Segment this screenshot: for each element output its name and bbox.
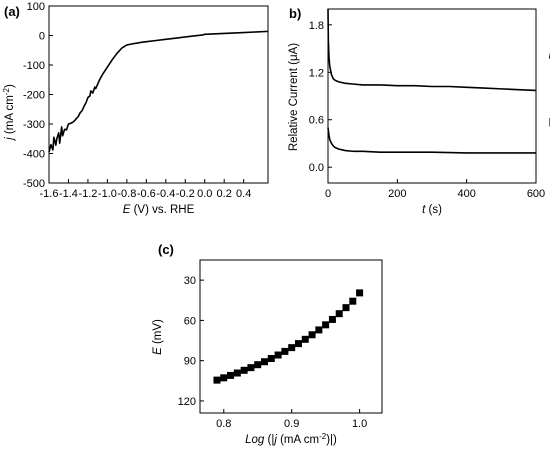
data-point — [267, 355, 275, 363]
x-tick-label: 0.0 — [197, 188, 212, 200]
x-axis-label-part: )|) — [326, 434, 337, 446]
x-axis-label-part: -2 — [319, 432, 327, 441]
y-tick-label: -200 — [23, 90, 45, 102]
x-tick-label: -1.2 — [78, 188, 97, 200]
data-point — [233, 369, 241, 377]
y-axis-label-part: ) — [4, 84, 16, 88]
y-tick-label: 0 — [39, 31, 45, 43]
x-axis-label: t (s) — [422, 204, 442, 216]
data-point — [308, 331, 316, 339]
y-tick-label: 0.0 — [309, 162, 324, 174]
panel-label: (a) — [4, 4, 20, 19]
data-point — [220, 374, 228, 382]
y-tick-label: 60 — [184, 315, 196, 327]
data-point — [349, 297, 357, 305]
x-tick-label: -1.0 — [98, 188, 117, 200]
data-point — [240, 366, 248, 374]
data-point — [342, 304, 350, 312]
x-tick-label: 0.4 — [236, 188, 251, 200]
x-tick-label: -0.6 — [137, 188, 156, 200]
x-axis-label-part: (mA cm — [277, 434, 319, 446]
data-point — [281, 347, 289, 355]
x-tick-label: -1.6 — [40, 188, 59, 200]
data-point — [294, 340, 302, 348]
data-point — [247, 364, 255, 372]
data-point — [288, 344, 296, 352]
series-annotation-part: E — [549, 49, 550, 61]
y-tick-label: 30 — [184, 275, 196, 287]
y-axis-label-part: (mA cm — [4, 95, 16, 137]
y-tick-label: 120 — [178, 396, 196, 408]
x-axis-label: E (V) vs. RHE — [123, 204, 195, 216]
series-annotation-part: E = −0.4 V — [549, 117, 550, 129]
plot-frame — [199, 259, 383, 414]
x-tick-label: -0.4 — [156, 188, 175, 200]
y-tick-label: -500 — [23, 178, 45, 190]
panel-label: b) — [289, 6, 301, 21]
y-axis-label-part: E — [152, 347, 164, 355]
data-point — [322, 321, 330, 329]
series-annotation: E = −0.4 V — [549, 117, 550, 129]
data-point — [261, 358, 269, 366]
panel-label: (c) — [158, 242, 174, 257]
panel-c: (c) 0.8 0.9 1.0 30 60 90 120 Log (|j (mA cm-2)|)… — [152, 242, 383, 447]
x-axis-label-part: Log — [245, 434, 265, 446]
y-axis-label-part: j — [4, 137, 16, 142]
x-tick-label: -1.4 — [59, 188, 78, 200]
x-tick-label: -0.2 — [176, 188, 195, 200]
y-tick-label: 90 — [184, 356, 196, 368]
data-point — [356, 289, 364, 297]
y-tick-label: -100 — [23, 60, 45, 72]
x-tick-label: 0 — [325, 188, 331, 200]
y-tick-label: -300 — [23, 119, 45, 131]
y-axis-label: Relative Current (μA) — [288, 43, 300, 151]
panel-b: b) 0 200 400 600 0.0 0.6 1.2 1.8 t (s) Relative Cu… — [288, 6, 550, 216]
x-tick-label: 0.2 — [217, 188, 232, 200]
y-tick-label: 1.8 — [309, 20, 324, 32]
x-tick-label: 1.0 — [352, 418, 367, 430]
data-point — [301, 335, 309, 343]
y-axis-label-part: (mV) — [152, 319, 164, 347]
x-tick-label: 200 — [388, 188, 406, 200]
y-axis-label: E (mV) — [152, 319, 164, 355]
y-axis-label: j (mA cm-2) — [2, 84, 17, 142]
x-axis-label-part: E — [123, 204, 131, 216]
y-tick-label: -400 — [23, 149, 45, 161]
x-axis-label-part: (s) — [425, 204, 442, 216]
y-tick-label: 0.6 — [309, 115, 324, 127]
series-line — [327, 127, 536, 154]
data-point — [274, 351, 282, 359]
y-axis-label-part: -2 — [2, 87, 11, 95]
data-point — [213, 376, 221, 384]
data-point — [254, 361, 262, 369]
data-point — [315, 326, 323, 334]
data-point — [328, 315, 336, 323]
x-axis-label-part: t — [422, 204, 426, 216]
x-tick-label: 400 — [457, 188, 475, 200]
x-tick-label: -0.8 — [117, 188, 136, 200]
y-tick-label: 1.2 — [309, 67, 324, 79]
series-line — [327, 8, 537, 92]
panel-a: (a) -1.6 -1.4 -1.2 -1.0 -0.8 -0.6 -0.4 -0.2 0.0 0.… — [2, 1, 269, 216]
x-tick-label: 0.9 — [284, 418, 299, 430]
x-tick-label: 0.8 — [216, 418, 231, 430]
x-axis-label-part: (V) vs. RHE — [130, 204, 194, 216]
series-line — [48, 30, 269, 153]
x-axis-label-part: (| — [264, 434, 274, 446]
data-point — [335, 310, 343, 318]
plot-frame — [327, 8, 537, 184]
x-axis-label: Log (|j (mA cm-2)|) — [245, 432, 337, 447]
x-axis-label-part: j — [272, 434, 277, 446]
x-tick-label: 600 — [527, 188, 545, 200]
y-tick-label: 100 — [27, 1, 45, 13]
series-annotation: E = −0.6 V — [549, 49, 550, 61]
data-point — [227, 371, 235, 379]
